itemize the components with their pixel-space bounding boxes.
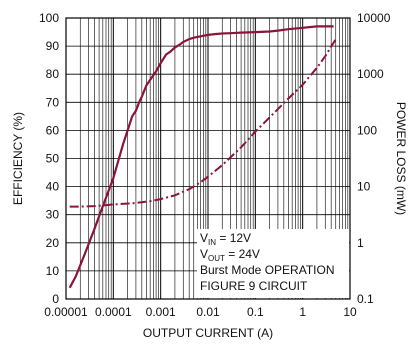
- left-y-tick-label: 100: [39, 11, 59, 25]
- right-y-tick-label: 10: [357, 180, 371, 194]
- x-tick-labels: 0.00001 0.0001 0.001 0.01 0.1 1 10: [44, 305, 357, 319]
- plot-frame: [65, 17, 351, 300]
- right-y-tick-labels: 0.1 1 10 100 1000 10000: [357, 11, 391, 306]
- annotation-vout: VOUT = 24V: [200, 247, 260, 263]
- left-y-axis-label: EFFICIENCY (%): [11, 112, 25, 205]
- left-y-tick-label: 60: [46, 123, 60, 137]
- right-y-tick-label: 10000: [357, 11, 391, 25]
- right-y-axis-label: POWER LOSS (mW): [394, 102, 408, 215]
- left-y-tick-label: 80: [46, 67, 60, 81]
- annotation-background: [197, 229, 349, 298]
- x-tick-label: 0.0001: [95, 305, 132, 319]
- right-y-tick-label: 1: [357, 236, 364, 250]
- x-tick-label: 0.1: [247, 305, 264, 319]
- left-y-tick-label: 20: [46, 236, 60, 250]
- left-y-tick-label: 50: [46, 152, 60, 166]
- annotation-box: VIN = 12V VOUT = 24V Burst Mode OPERATIO…: [197, 229, 349, 298]
- x-tick-label: 1: [299, 305, 306, 319]
- left-y-tick-label: 90: [46, 39, 60, 53]
- x-tick-label: 0.001: [146, 305, 176, 319]
- major-gridlines: [66, 18, 350, 299]
- left-y-tick-labels: 0 10 20 30 40 50 60 70 80 90 100: [39, 11, 59, 306]
- left-y-tick-label: 10: [46, 264, 60, 278]
- x-tick-label: 0.00001: [44, 305, 88, 319]
- annotation-vin: VIN = 12V: [200, 231, 251, 247]
- right-y-tick-label: 1000: [357, 67, 384, 81]
- annotation-burst-mode: Burst Mode OPERATION: [200, 263, 334, 277]
- left-y-tick-label: 40: [46, 180, 60, 194]
- left-y-tick-label: 30: [46, 208, 60, 222]
- curves: [68, 25, 337, 289]
- left-y-tick-label: 0: [52, 292, 59, 306]
- left-y-tick-label: 70: [46, 95, 60, 109]
- efficiency-curve: [68, 25, 334, 289]
- right-y-tick-label: 0.1: [357, 292, 374, 306]
- x-axis-label: OUTPUT CURRENT (A): [143, 326, 273, 340]
- right-y-tick-label: 100: [357, 123, 377, 137]
- x-tick-label: 0.01: [196, 305, 220, 319]
- annotation-circuit: FIGURE 9 CIRCUIT: [200, 279, 308, 293]
- x-tick-label: 10: [343, 305, 357, 319]
- power-loss-curve: [69, 38, 337, 208]
